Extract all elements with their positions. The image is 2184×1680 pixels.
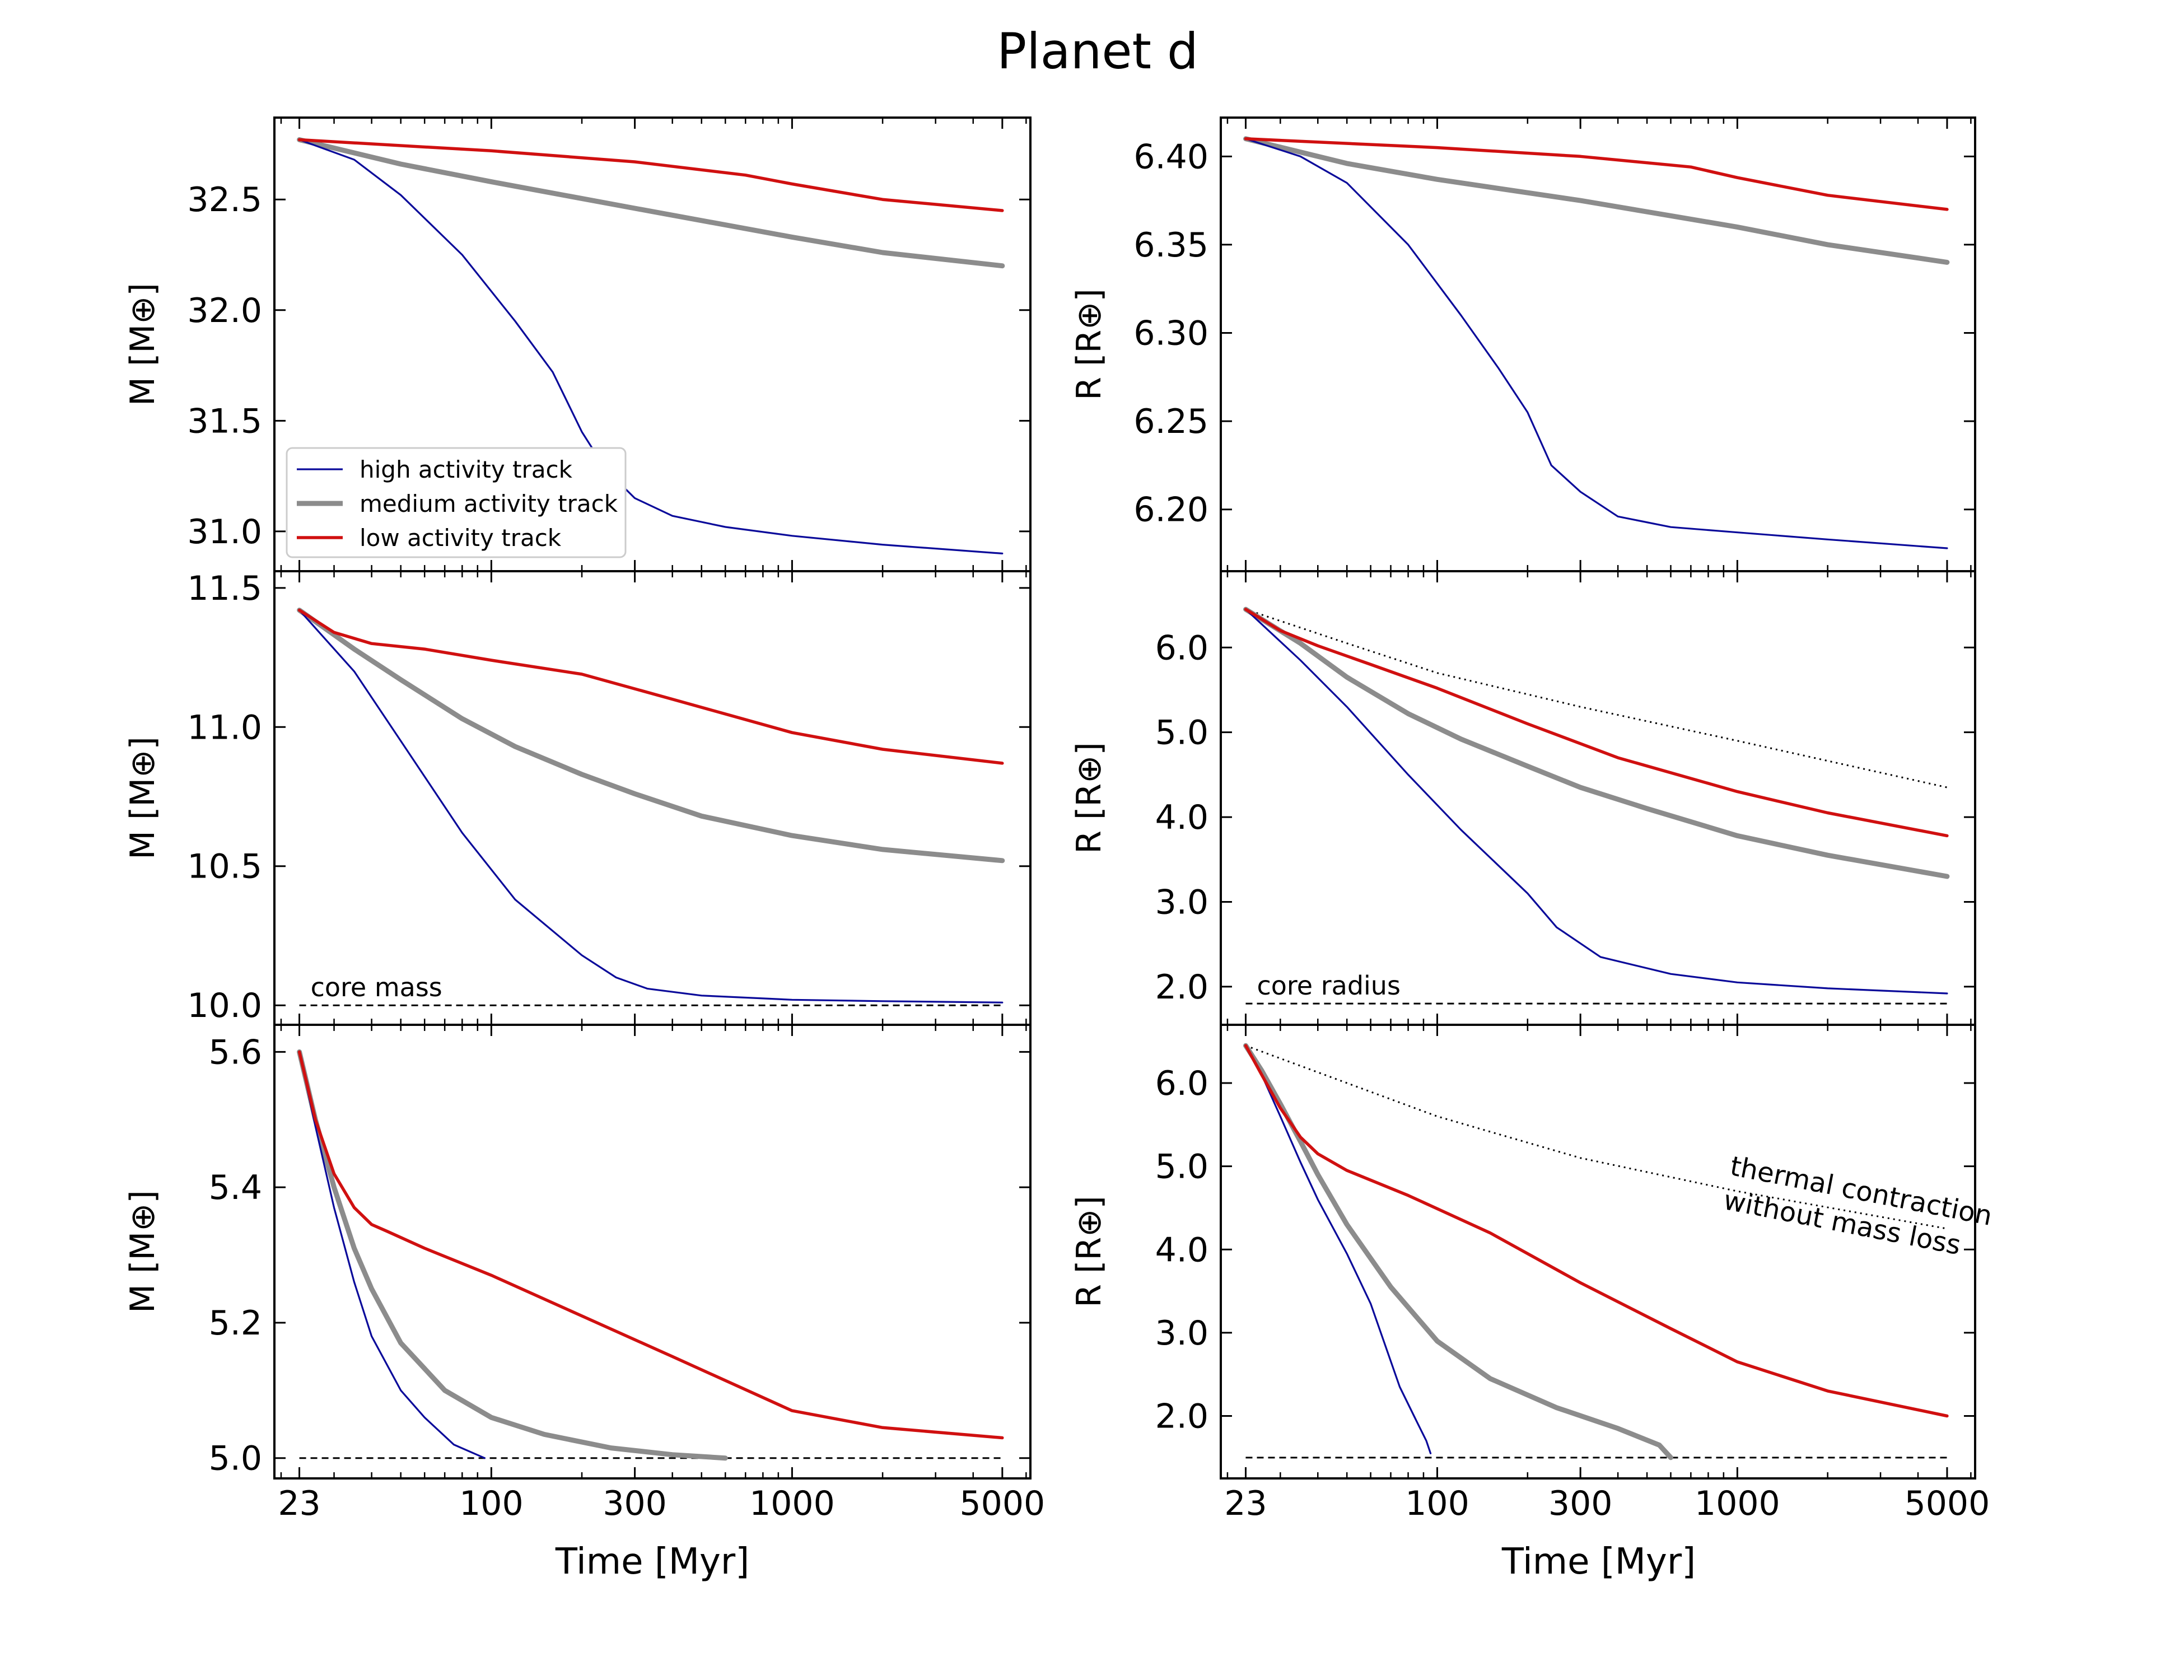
x-tick-label: 5000 — [1905, 1484, 1990, 1523]
panel-4: 2.0 3.0 4.0 5.0 6.0 R [R⊕] core radius — [1070, 570, 1976, 1026]
series-line-medium — [1243, 1043, 1673, 1460]
y-tick-label: 32.0 — [187, 291, 262, 330]
y-tick-label: 5.4 — [209, 1168, 262, 1207]
series-line-low — [1244, 1044, 1949, 1418]
legend-label-low: low activity track — [360, 524, 562, 552]
series-line-high — [1244, 608, 1948, 995]
y-tick-label: 4.0 — [1155, 798, 1208, 837]
panel-3: 10.0 10.5 11.0 11.5 M [M⊕] core mass — [123, 569, 1032, 1026]
y-tick-label: 11.5 — [187, 569, 262, 608]
x-tick-label: 1000 — [1695, 1484, 1780, 1523]
y-tick-label: 5.0 — [1155, 1147, 1208, 1187]
y-tick-label: 6.25 — [1133, 402, 1208, 441]
x-axis-labels: Time [Myr] Time [Myr] — [555, 1541, 1696, 1583]
y-tick-label: 6.0 — [1155, 628, 1208, 668]
legend-label-medium: medium activity track — [360, 490, 618, 517]
y-tick-label: 31.5 — [187, 402, 262, 441]
axes-frame — [1220, 570, 1976, 1026]
series-line-low — [1244, 608, 1949, 838]
y-tick-label: 2.0 — [1155, 1397, 1208, 1436]
x-axis-label-right: Time [Myr] — [1501, 1541, 1696, 1583]
y-axis-label: M [M⊕] — [123, 283, 162, 406]
x-tick-label: 5000 — [959, 1484, 1045, 1523]
x-tick-label: 1000 — [749, 1484, 835, 1523]
y-tick-label: 32.5 — [187, 180, 262, 220]
legend-label-high: high activity track — [360, 456, 573, 483]
series-line-medium — [297, 608, 1005, 864]
y-tick-label: 5.0 — [1155, 713, 1208, 753]
x-tick-label: 300 — [1548, 1484, 1613, 1523]
y-tick-label: 6.35 — [1133, 226, 1208, 265]
y-axis-label: R [R⊕] — [1070, 742, 1109, 854]
y-axis-label: M [M⊕] — [123, 736, 162, 860]
series-line-low — [297, 138, 1004, 212]
y-axis-label: M [M⊕] — [123, 1190, 162, 1313]
series-line-medium — [1243, 136, 1950, 265]
thermal-contraction-line — [1245, 608, 1948, 788]
thermal-contraction-line — [1245, 1044, 1948, 1230]
series-line-high — [298, 609, 1004, 1004]
core-label: core radius — [1257, 970, 1400, 1001]
x-tick-label: 23 — [278, 1484, 320, 1523]
annotation-text: thermal contractionwithout mass loss — [1721, 1150, 1995, 1266]
y-tick-label: 6.20 — [1133, 491, 1208, 530]
x-tick-label: 100 — [1405, 1484, 1469, 1523]
x-tick-label: 300 — [603, 1484, 667, 1523]
x-axis-label-left: Time [Myr] — [555, 1541, 749, 1583]
y-axis-label: R [R⊕] — [1070, 1196, 1109, 1308]
panel-5: 23 100 300 1000 5000 5.0 5.2 5.4 5.6 M [M⊕] — [123, 1024, 1045, 1523]
legend-box — [286, 447, 627, 558]
legend: high activity track medium activity track… — [286, 447, 627, 558]
y-tick-label: 10.5 — [187, 847, 262, 886]
series-line-medium — [1243, 606, 1950, 879]
y-tick-label: 11.0 — [187, 708, 262, 747]
panel-1: 31.0 31.5 32.0 32.5 M [M⊕] high activity trac… — [123, 116, 1032, 572]
panel-6: 23 100 300 1000 5000 2.0 3.0 4.0 5.0 6.0 R [R⊕] the… — [1070, 1024, 1995, 1523]
series-line-low — [1244, 137, 1949, 211]
figure-title: Planet d — [997, 22, 1198, 80]
y-tick-label: 5.0 — [209, 1439, 262, 1478]
y-tick-label: 5.6 — [209, 1033, 262, 1072]
core-label: core mass — [311, 972, 442, 1002]
y-tick-label: 4.0 — [1155, 1230, 1208, 1270]
series-line-low — [297, 1050, 1004, 1440]
series-line-high — [1244, 138, 1948, 549]
y-tick-label: 31.0 — [187, 512, 262, 552]
y-tick-label: 6.40 — [1133, 137, 1208, 176]
y-tick-label: 6.0 — [1155, 1064, 1208, 1103]
y-tick-label: 10.0 — [187, 986, 262, 1025]
y-tick-label: 2.0 — [1155, 968, 1208, 1007]
axes-frame — [1220, 1024, 1976, 1480]
y-tick-label: 3.0 — [1155, 883, 1208, 922]
series-line-medium — [297, 1049, 728, 1461]
series-line-medium — [297, 137, 1005, 269]
panel-2: 6.20 6.25 6.30 6.35 6.40 R [R⊕] — [1070, 116, 1976, 572]
series-line-high — [1244, 1044, 1432, 1454]
series-line-high — [298, 1051, 486, 1459]
x-tick-label: 23 — [1224, 1484, 1267, 1523]
axes-frame — [273, 1024, 1032, 1480]
y-tick-label: 5.2 — [209, 1304, 262, 1343]
y-tick-label: 6.30 — [1133, 314, 1208, 353]
y-axis-label: R [R⊕] — [1070, 288, 1109, 400]
series-line-low — [297, 608, 1004, 765]
panels: 31.0 31.5 32.0 32.5 M [M⊕] high activity trac… — [123, 116, 1995, 1523]
x-tick-label: 100 — [459, 1484, 524, 1523]
y-tick-label: 3.0 — [1155, 1314, 1208, 1353]
